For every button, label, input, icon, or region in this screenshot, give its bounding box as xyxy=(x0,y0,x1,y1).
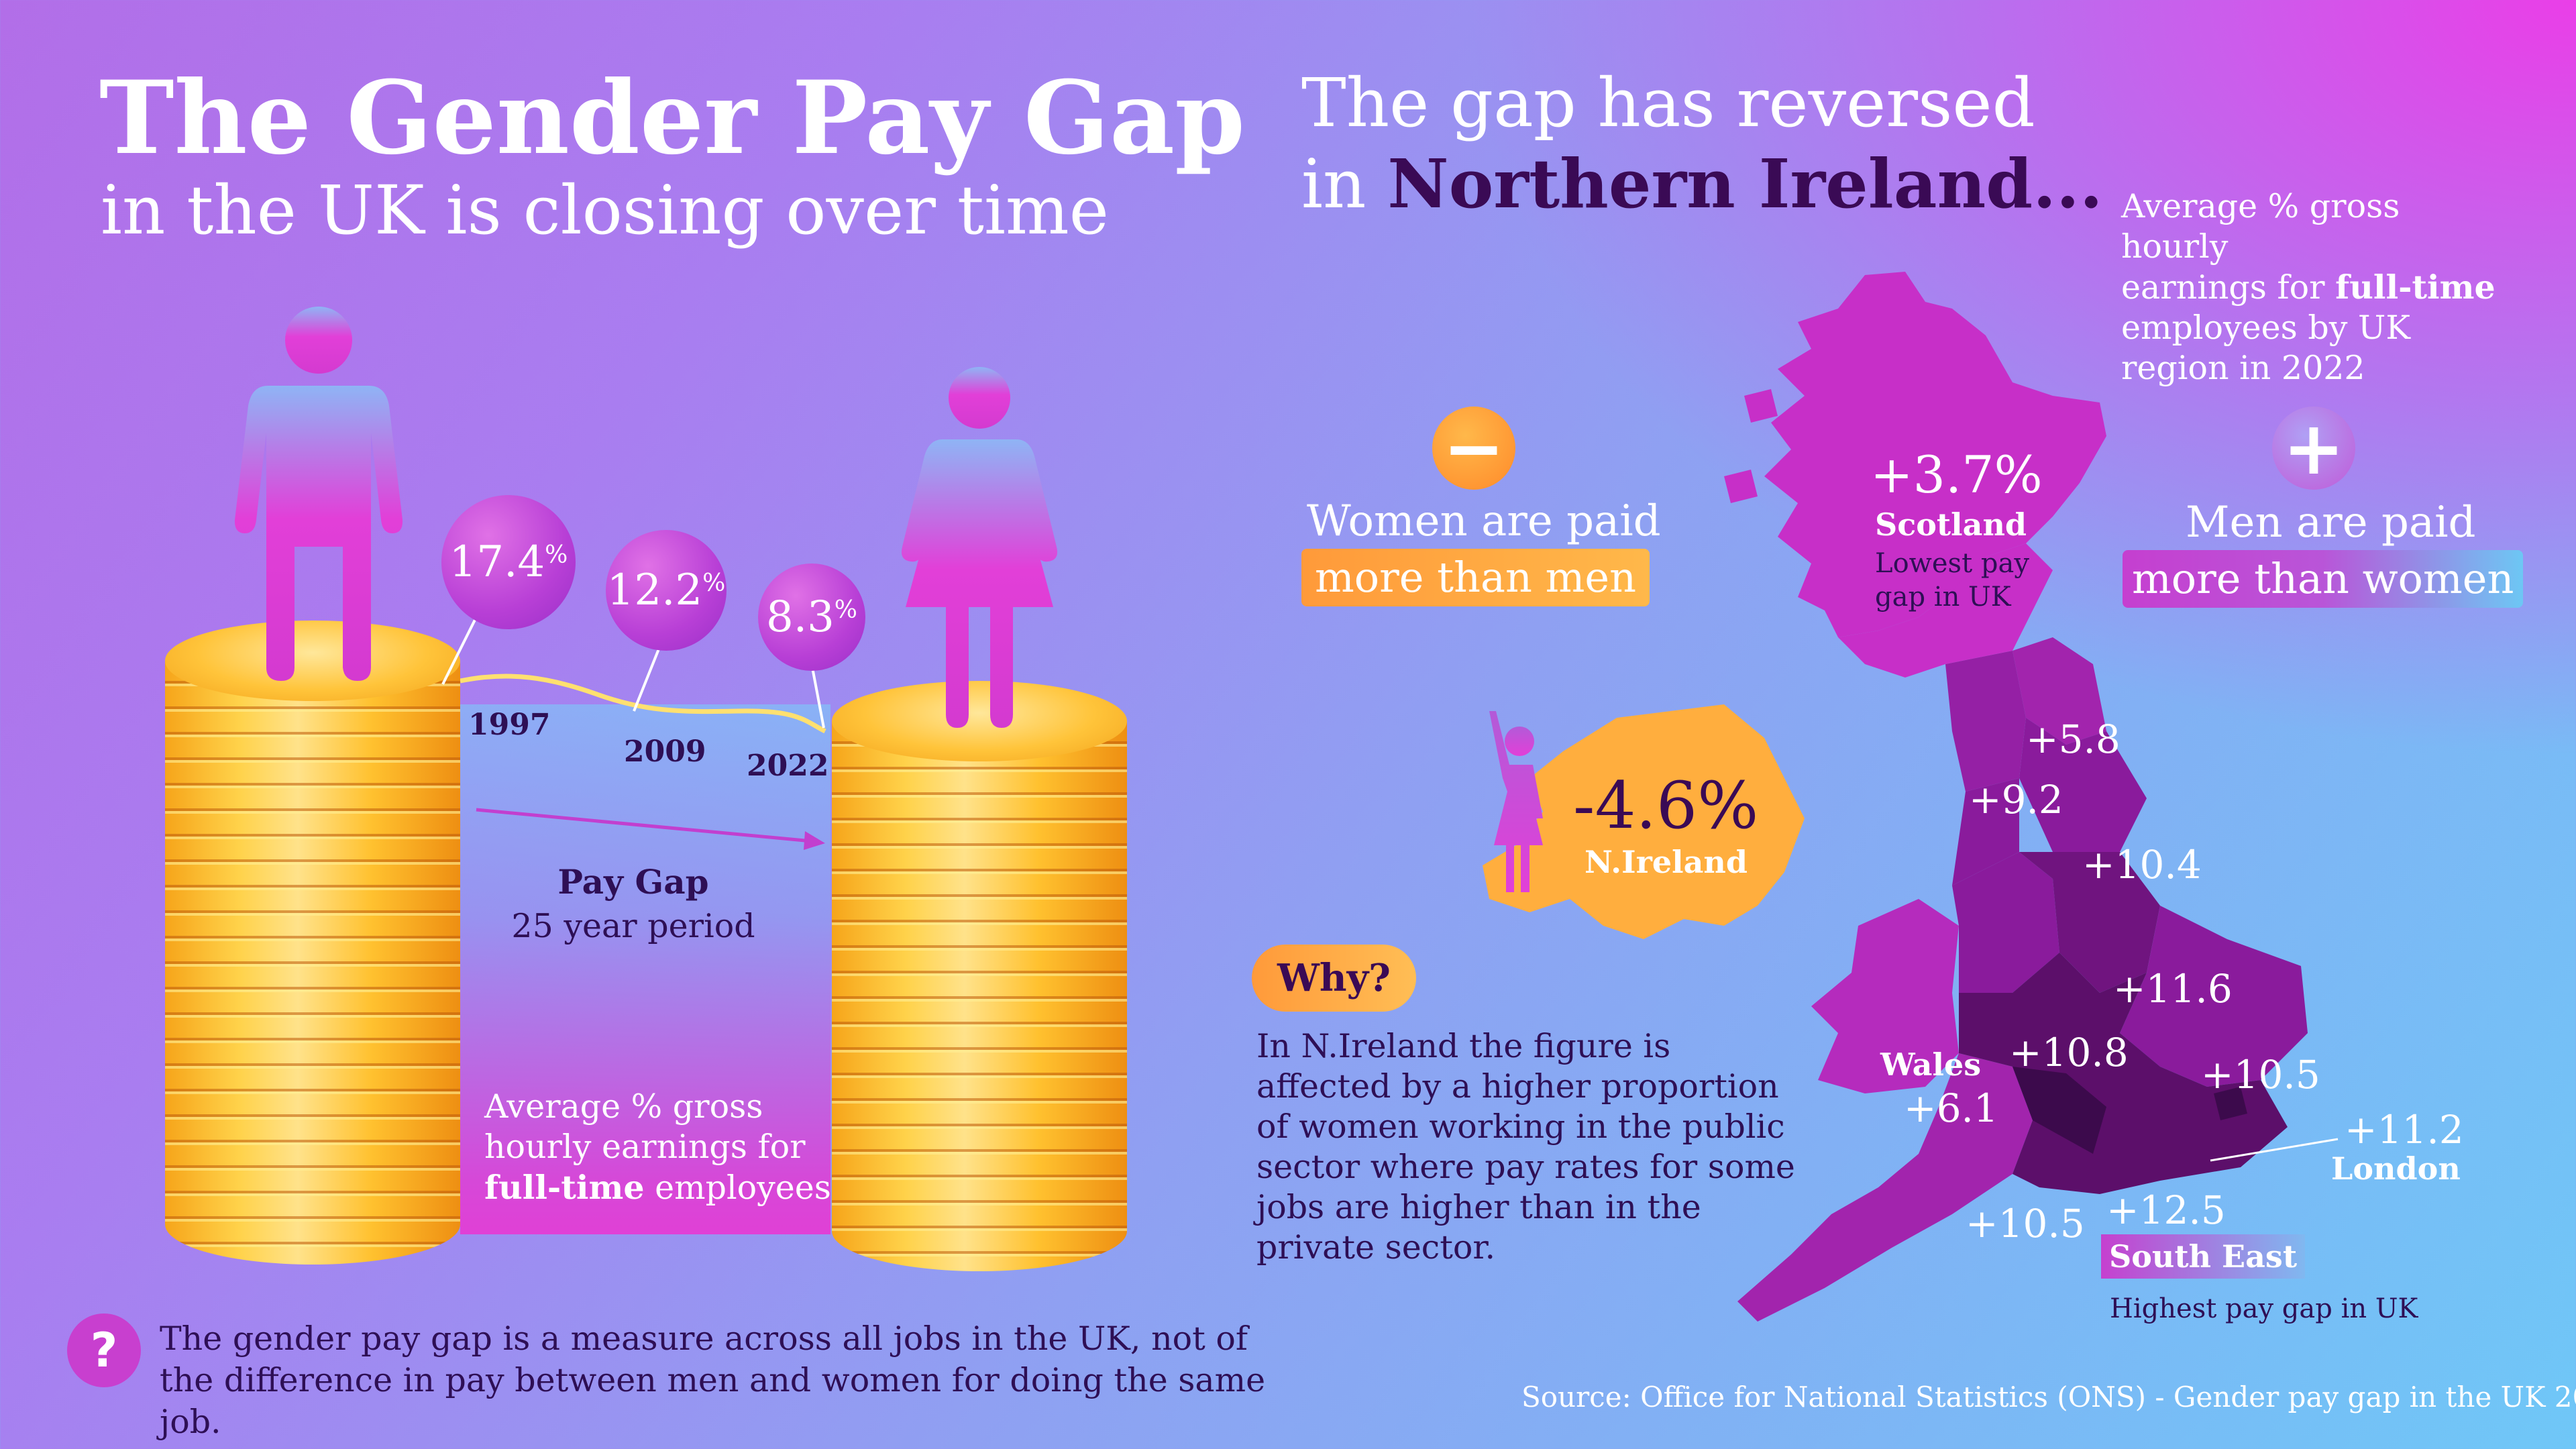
coin-stack-women xyxy=(832,681,1127,1271)
gap-bubble-2009: 12.2% xyxy=(606,530,727,651)
right-avg-caption: Average % gross hourly earnings for full… xyxy=(2121,187,2496,387)
scotland-name: Scotland xyxy=(1875,506,2027,543)
page-subtitle: in the UK is closing over time xyxy=(101,171,1109,250)
region-se-name: South East xyxy=(2101,1234,2306,1279)
minus-icon: − xyxy=(1432,407,1515,490)
period-label: 25 year period xyxy=(511,907,755,945)
source-note: Source: Office for National Statistics (… xyxy=(1521,1381,2576,1413)
region-ne-value: +5.8 xyxy=(2026,716,2121,762)
coin-stack-men xyxy=(165,621,460,1265)
period-arrow xyxy=(476,808,825,850)
region-wm-value: +10.8 xyxy=(2009,1030,2129,1075)
uk-map xyxy=(1724,272,2308,1322)
men-paid-label: Men are paid xyxy=(2186,498,2476,547)
question-icon: ? xyxy=(67,1313,141,1387)
scotland-value: +3.7% xyxy=(1870,445,2043,504)
region-yorks-value: +10.4 xyxy=(2082,842,2202,888)
why-text: In N.Ireland the figure is affected by a… xyxy=(1256,1027,1795,1267)
region-wales-value: +6.1 xyxy=(1904,1085,1998,1131)
year-1997: 1997 xyxy=(468,708,551,742)
right-heading-line1: The gap has reversed xyxy=(1301,64,2035,142)
trend-line xyxy=(460,674,826,734)
women-paid-label: Women are paid xyxy=(1307,496,1661,546)
waving-woman-icon xyxy=(1489,711,1543,892)
gap-bubble-1997: 17.4% xyxy=(441,495,576,629)
pay-gap-panel xyxy=(460,704,830,1234)
women-paid-pill: more than men xyxy=(1301,549,1650,606)
why-badge: Why? xyxy=(1252,945,1416,1012)
region-east-value: +10.5 xyxy=(2201,1052,2320,1097)
region-london-value: +11.2 xyxy=(2345,1107,2464,1152)
plus-icon: + xyxy=(2272,407,2355,490)
page-title: The Gender Pay Gap xyxy=(99,59,1246,177)
left-avg-caption: Average % gross hourly earnings for full… xyxy=(484,1087,831,1207)
bubble-pointer-2022 xyxy=(810,664,825,729)
region-se-note: Highest pay gap in UK xyxy=(2110,1293,2418,1324)
right-heading-line2: in Northern Ireland... xyxy=(1301,144,2103,223)
region-sw-value: +10.5 xyxy=(1966,1201,2085,1246)
london-pointer xyxy=(2210,1138,2339,1162)
woman-icon xyxy=(901,367,1058,728)
ni-value: -4.6% xyxy=(1573,768,1759,843)
year-2022: 2022 xyxy=(747,749,829,783)
bubble-pointer-2009 xyxy=(633,644,662,712)
gap-bubble-2022: 8.3% xyxy=(758,564,865,671)
region-nw-value: +9.2 xyxy=(1969,777,2063,822)
footnote: The gender pay gap is a measure across a… xyxy=(160,1320,1266,1441)
man-icon xyxy=(234,307,403,681)
region-wales-name: Wales xyxy=(1880,1046,1982,1083)
pay-gap-label: Pay Gap xyxy=(557,862,709,902)
region-em-value: +11.6 xyxy=(2113,966,2233,1012)
n-ireland-map xyxy=(1483,704,1805,939)
region-london-name: London xyxy=(2331,1150,2461,1187)
men-paid-pill: more than women xyxy=(2123,550,2524,608)
region-se-value: +12.5 xyxy=(2106,1187,2226,1233)
year-2009: 2009 xyxy=(624,735,706,769)
scotland-note: Lowest pay gap in UK xyxy=(1875,548,2029,612)
ni-name: N.Ireland xyxy=(1585,844,1748,880)
